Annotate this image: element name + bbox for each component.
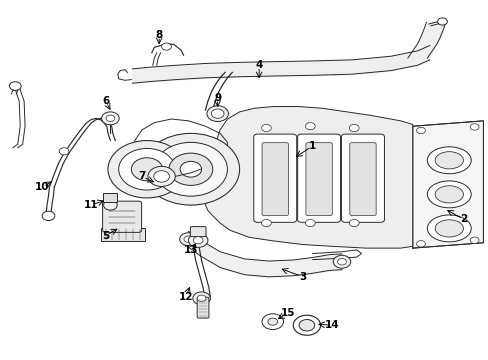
Circle shape <box>332 255 350 268</box>
Circle shape <box>42 211 55 221</box>
Circle shape <box>168 153 212 185</box>
Circle shape <box>106 115 115 122</box>
FancyBboxPatch shape <box>305 143 331 216</box>
Text: 14: 14 <box>325 320 339 330</box>
Circle shape <box>348 125 358 132</box>
Circle shape <box>337 258 346 265</box>
Circle shape <box>131 158 162 181</box>
Bar <box>103 193 117 202</box>
Circle shape <box>197 295 205 302</box>
Circle shape <box>102 112 119 125</box>
FancyBboxPatch shape <box>197 297 208 318</box>
Text: 15: 15 <box>281 308 295 318</box>
Circle shape <box>469 237 478 243</box>
Circle shape <box>154 171 169 182</box>
Text: 9: 9 <box>214 93 221 103</box>
Circle shape <box>261 220 271 226</box>
Circle shape <box>154 142 227 196</box>
Polygon shape <box>101 228 144 241</box>
Text: 10: 10 <box>35 182 49 192</box>
Circle shape <box>161 43 171 50</box>
Circle shape <box>103 200 117 210</box>
Circle shape <box>179 233 197 246</box>
Ellipse shape <box>434 186 463 203</box>
Circle shape <box>261 125 271 132</box>
Text: 8: 8 <box>155 30 163 40</box>
Ellipse shape <box>427 215 470 242</box>
FancyBboxPatch shape <box>253 134 296 222</box>
Text: 5: 5 <box>102 231 109 240</box>
Circle shape <box>188 233 207 247</box>
Circle shape <box>211 109 224 118</box>
Circle shape <box>192 292 210 305</box>
Circle shape <box>305 220 315 226</box>
Circle shape <box>416 127 425 134</box>
FancyBboxPatch shape <box>349 143 375 216</box>
Circle shape <box>142 134 239 205</box>
Circle shape <box>299 319 314 331</box>
Circle shape <box>9 82 21 90</box>
Circle shape <box>59 148 69 155</box>
FancyBboxPatch shape <box>190 226 205 237</box>
Polygon shape <box>412 121 483 248</box>
Circle shape <box>293 315 320 335</box>
Text: 1: 1 <box>308 141 316 151</box>
Circle shape <box>262 314 283 329</box>
Circle shape <box>193 237 203 244</box>
Circle shape <box>180 161 201 177</box>
Text: 12: 12 <box>179 292 193 302</box>
Ellipse shape <box>427 147 470 174</box>
Circle shape <box>108 140 185 198</box>
Text: 11: 11 <box>83 200 98 210</box>
Polygon shape <box>205 107 412 248</box>
Text: 7: 7 <box>138 171 145 181</box>
Ellipse shape <box>434 152 463 169</box>
Ellipse shape <box>434 220 463 237</box>
Circle shape <box>469 124 478 130</box>
Circle shape <box>148 166 175 186</box>
FancyBboxPatch shape <box>297 134 340 222</box>
Text: 2: 2 <box>459 215 467 224</box>
Circle shape <box>437 18 447 25</box>
Circle shape <box>206 106 228 122</box>
Circle shape <box>305 123 315 130</box>
Text: 4: 4 <box>255 60 262 70</box>
Text: 3: 3 <box>299 272 306 282</box>
FancyBboxPatch shape <box>102 201 142 232</box>
Text: 6: 6 <box>102 96 109 106</box>
FancyBboxPatch shape <box>341 134 384 222</box>
FancyBboxPatch shape <box>262 143 288 216</box>
Circle shape <box>267 318 277 325</box>
Ellipse shape <box>427 181 470 208</box>
Text: 13: 13 <box>183 245 198 255</box>
Circle shape <box>348 220 358 226</box>
Circle shape <box>416 240 425 247</box>
Circle shape <box>119 148 175 190</box>
Circle shape <box>183 236 192 242</box>
